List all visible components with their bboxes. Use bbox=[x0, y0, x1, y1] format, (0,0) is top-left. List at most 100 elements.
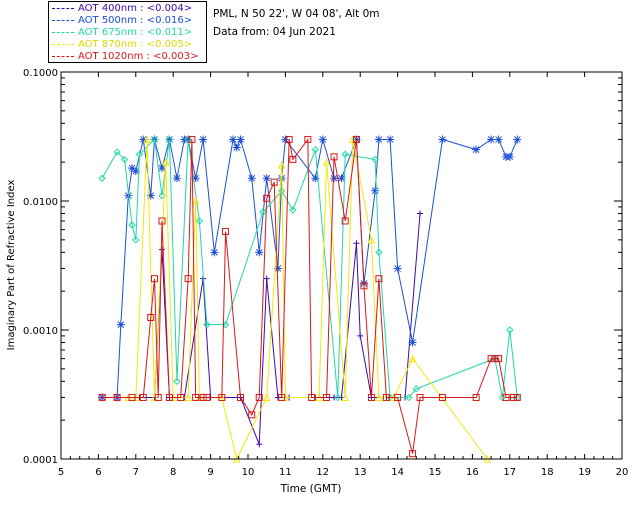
data-point bbox=[409, 450, 417, 458]
data-point bbox=[165, 135, 174, 144]
data-point bbox=[128, 221, 136, 229]
y-axis-label: Imaginary Part of Refractive Index bbox=[6, 180, 17, 351]
legend: AOT 400nm : <0.004> AOT 500nm : <0.016> … bbox=[48, 1, 207, 63]
data-point bbox=[188, 135, 196, 143]
data-point bbox=[393, 264, 402, 273]
data-point bbox=[337, 174, 346, 183]
y-tick-label: 0.0100 bbox=[23, 197, 58, 208]
data-point bbox=[513, 135, 522, 144]
data-point bbox=[237, 393, 245, 401]
data-point bbox=[506, 326, 514, 334]
data-point bbox=[472, 393, 480, 401]
data-point bbox=[438, 393, 446, 401]
legend-item-1020: AOT 1020nm : <0.003> bbox=[52, 51, 198, 63]
legend-item-500: AOT 500nm : <0.016> bbox=[52, 15, 192, 27]
data-point bbox=[191, 174, 200, 183]
data-point bbox=[375, 393, 383, 401]
data-point bbox=[192, 393, 200, 401]
station-location: PML, N 50 22', W 04 08', Alt 0m bbox=[213, 8, 380, 20]
data-point bbox=[331, 394, 338, 401]
x-tick-label: 5 bbox=[58, 467, 64, 478]
data-point bbox=[113, 148, 121, 156]
data-point bbox=[154, 393, 162, 401]
data-point bbox=[308, 393, 316, 401]
data-point bbox=[157, 164, 166, 173]
data-point bbox=[289, 155, 297, 163]
data-point bbox=[116, 320, 125, 329]
data-point bbox=[371, 186, 380, 195]
data-point bbox=[438, 135, 447, 144]
data-point bbox=[203, 393, 211, 401]
data-point bbox=[113, 393, 121, 401]
x-tick-label: 15 bbox=[429, 467, 442, 478]
legend-swatch bbox=[52, 31, 74, 33]
data-point bbox=[341, 150, 349, 159]
series-line bbox=[101, 138, 518, 398]
legend-item-675: AOT 675nm : <0.011> bbox=[52, 27, 192, 39]
x-tick-label: 18 bbox=[541, 467, 554, 478]
legend-swatch bbox=[52, 7, 74, 9]
legend-swatch bbox=[52, 43, 74, 45]
data-point bbox=[255, 248, 264, 257]
data-point bbox=[341, 393, 350, 401]
data-point bbox=[147, 313, 155, 321]
data-point bbox=[150, 393, 159, 401]
legend-label: AOT 675nm : <0.011> bbox=[78, 27, 193, 38]
data-point bbox=[199, 393, 207, 401]
data-point bbox=[135, 150, 144, 159]
x-tick-label: 20 bbox=[616, 467, 629, 478]
data-point bbox=[382, 393, 390, 401]
legend-label: AOT 500nm : <0.016> bbox=[78, 15, 193, 26]
data-point bbox=[322, 158, 331, 166]
data-point bbox=[262, 174, 271, 183]
data-point bbox=[367, 393, 375, 401]
data-point bbox=[353, 240, 360, 247]
data-point bbox=[318, 135, 327, 144]
x-tick-label: 13 bbox=[354, 467, 367, 478]
data-point bbox=[259, 208, 267, 216]
data-point bbox=[495, 355, 503, 363]
y-tick-label: 0.0001 bbox=[23, 455, 58, 466]
data-point bbox=[374, 135, 383, 144]
data-point bbox=[311, 145, 320, 154]
x-tick-label: 17 bbox=[503, 467, 516, 478]
data-point bbox=[494, 135, 503, 144]
data-point bbox=[498, 393, 507, 402]
series-aot-1020nm bbox=[98, 135, 521, 458]
data-point bbox=[412, 385, 421, 393]
data-point bbox=[128, 393, 136, 401]
data-point bbox=[132, 236, 140, 244]
data-point bbox=[375, 275, 383, 283]
data-point bbox=[139, 393, 147, 401]
data-point bbox=[277, 160, 286, 169]
data-point bbox=[150, 135, 159, 144]
legend-label: AOT 1020nm : <0.003> bbox=[78, 51, 199, 62]
data-point bbox=[281, 135, 290, 144]
data-point bbox=[386, 135, 395, 144]
x-tick-label: 14 bbox=[391, 467, 404, 478]
data-point bbox=[330, 153, 338, 161]
data-point bbox=[218, 393, 226, 401]
data-point bbox=[408, 338, 417, 347]
data-point bbox=[408, 354, 417, 363]
data-point bbox=[128, 164, 137, 173]
data-point bbox=[120, 155, 129, 164]
data-point bbox=[270, 178, 278, 186]
data-point bbox=[191, 196, 200, 205]
x-tick-label: 6 bbox=[95, 467, 101, 478]
series-line bbox=[102, 137, 518, 454]
data-point bbox=[502, 393, 510, 401]
x-tick-label: 7 bbox=[133, 467, 139, 478]
data-point bbox=[184, 275, 192, 283]
data-point bbox=[360, 282, 368, 290]
data-point bbox=[491, 355, 499, 363]
data-point bbox=[367, 235, 376, 244]
data-point bbox=[352, 135, 360, 143]
data-point bbox=[256, 441, 263, 448]
data-point bbox=[210, 248, 219, 257]
x-axis-label: Time (GMT) bbox=[280, 483, 342, 495]
legend-label: AOT 400nm : <0.004> bbox=[78, 3, 193, 14]
x-tick-label: 12 bbox=[316, 467, 329, 478]
data-point bbox=[371, 155, 379, 164]
